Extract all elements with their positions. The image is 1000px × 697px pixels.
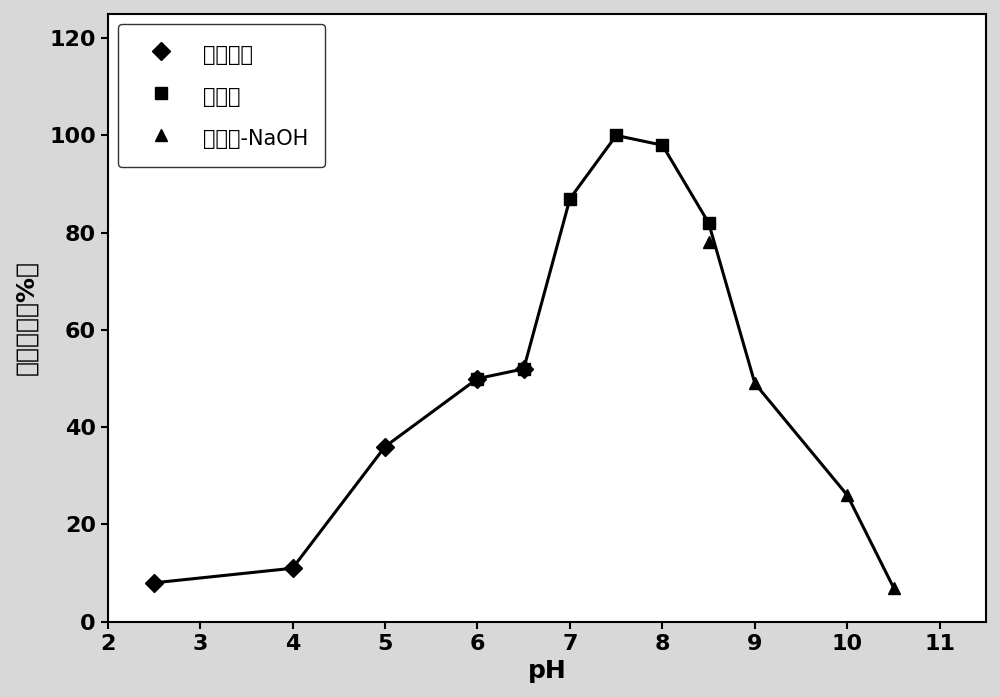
磷酸鉡 (610, 131, 622, 139)
Line: 柠橜酸鉡: 柠橜酸鉡 (148, 362, 530, 589)
Legend: 柠橜酸鉡, 磷酸鉡, 甘氨酸-NaOH: 柠橜酸鉡, 磷酸鉡, 甘氨酸-NaOH (118, 24, 325, 167)
甘氨酸-NaOH (749, 379, 761, 388)
柠橜酸鉡 (379, 443, 391, 451)
X-axis label: pH: pH (527, 659, 566, 683)
甘氨酸-NaOH (888, 583, 900, 592)
磷酸鉡 (703, 219, 715, 227)
甘氨酸-NaOH (841, 491, 853, 500)
柠橜酸鉡 (148, 579, 160, 587)
柠橜酸鉡 (518, 365, 530, 373)
柠橜酸鉡 (471, 374, 483, 383)
Line: 磷酸鉡: 磷酸鉡 (471, 129, 715, 385)
Y-axis label: 相对酶活（%）: 相对酶活（%） (14, 260, 38, 375)
磷酸鉡 (518, 365, 530, 373)
柠橜酸鉡 (287, 564, 299, 572)
Line: 甘氨酸-NaOH: 甘氨酸-NaOH (702, 236, 900, 594)
磷酸鉡 (656, 141, 668, 149)
磷酸鉡 (564, 194, 576, 203)
磷酸鉡 (471, 374, 483, 383)
甘氨酸-NaOH (703, 238, 715, 247)
